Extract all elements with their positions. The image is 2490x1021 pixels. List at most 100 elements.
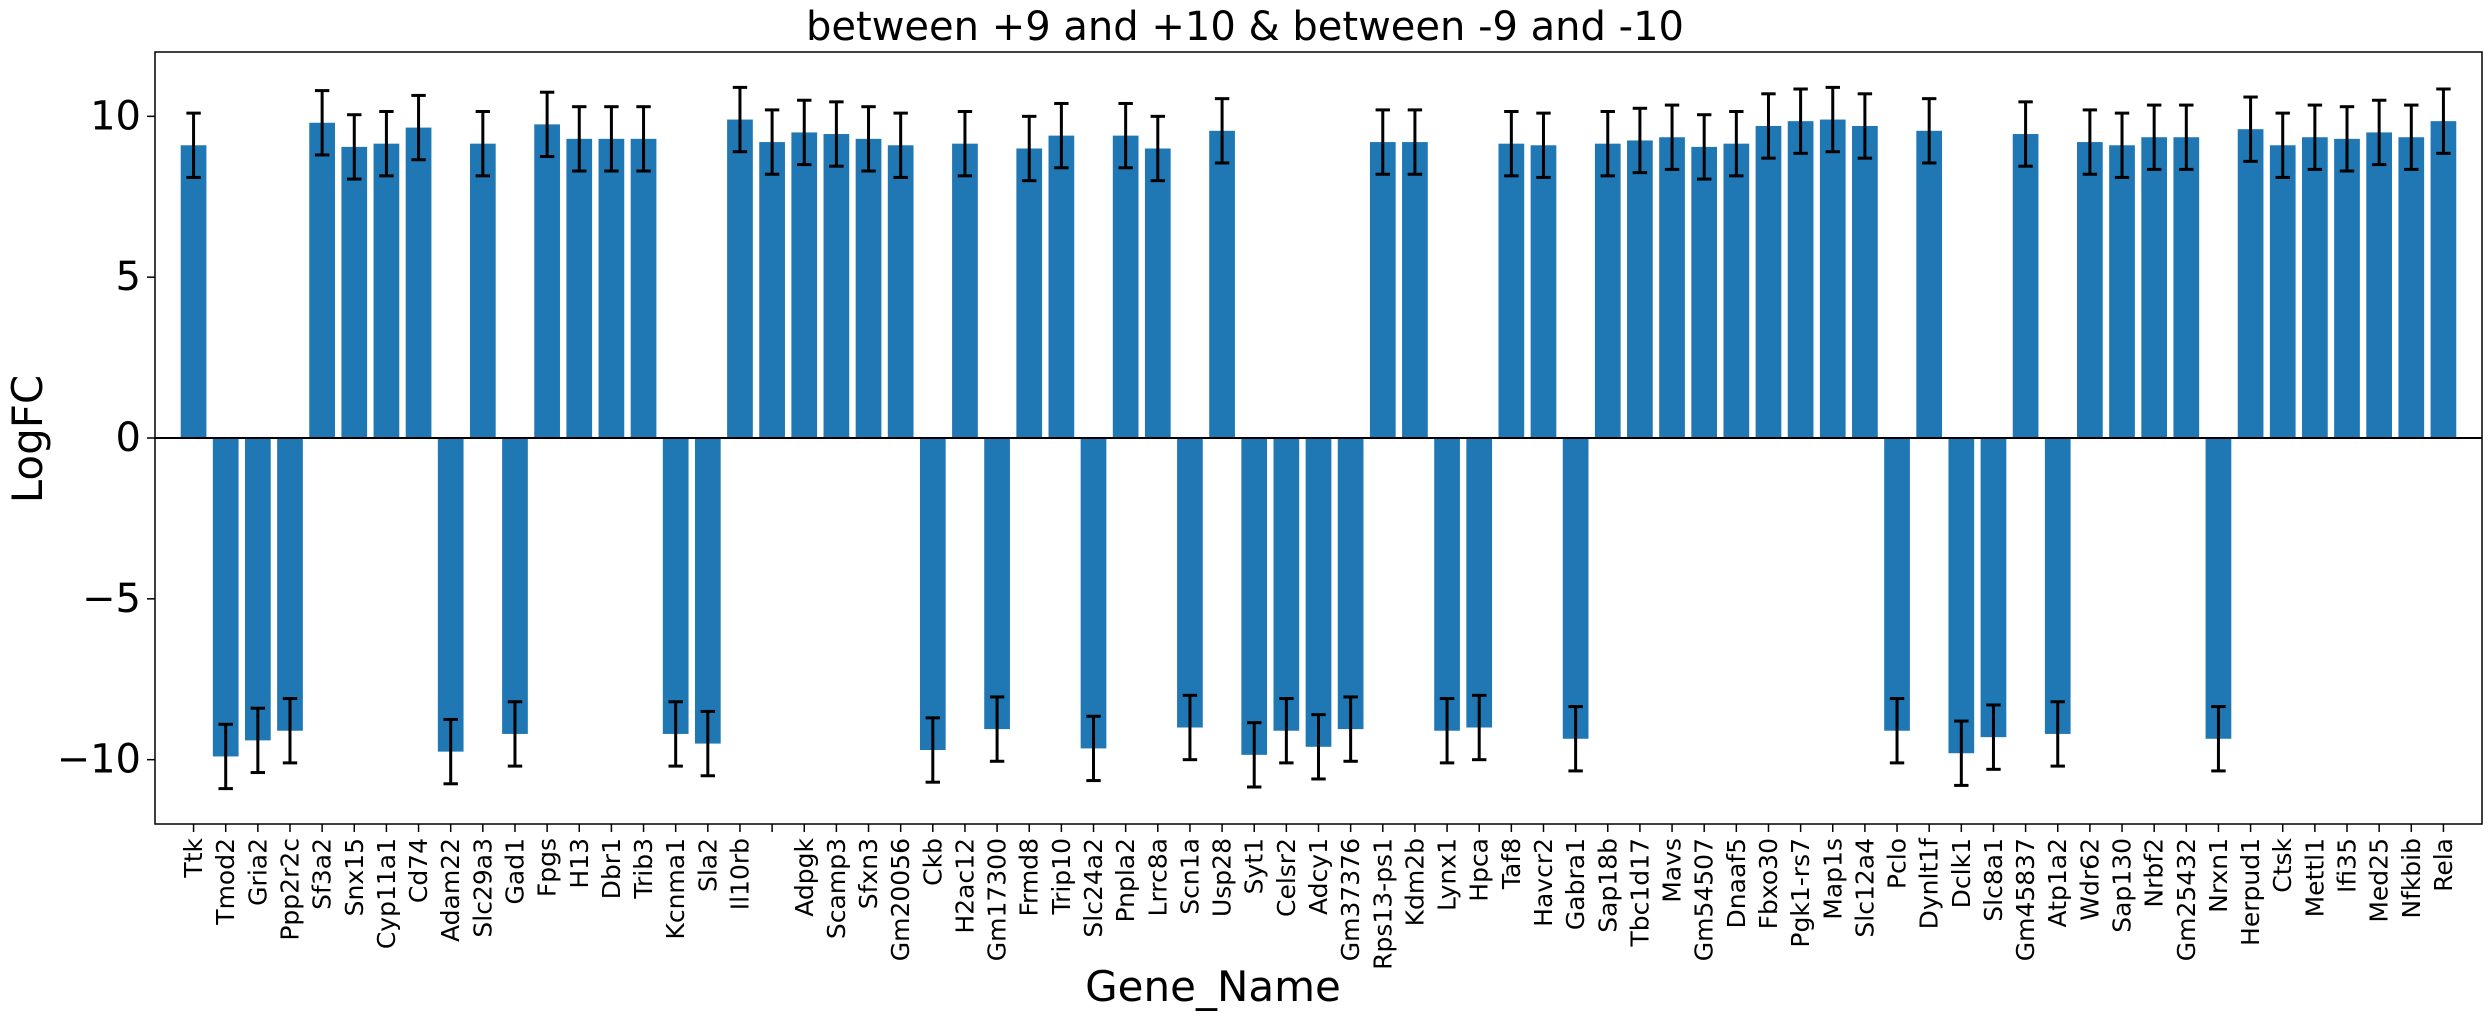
x-tick-label: Sla2 <box>693 838 722 892</box>
bar <box>919 438 946 751</box>
bar <box>2269 145 2296 438</box>
x-tick-label: Kcnma1 <box>661 838 690 940</box>
x-tick-label: Gabra1 <box>1561 838 1590 930</box>
bar <box>2302 137 2328 439</box>
x-tick-label: Syt1 <box>1240 838 1269 894</box>
bar <box>855 138 882 438</box>
x-tick-label: Rps13-ps1 <box>1368 838 1397 970</box>
x-tick-label: Ctsk <box>2268 837 2297 892</box>
x-tick-label: Gm25432 <box>2172 838 2201 961</box>
bar <box>1337 438 1364 730</box>
x-tick-label: Mettl1 <box>2300 838 2329 917</box>
x-tick-label: Il10rb <box>725 838 754 910</box>
x-axis-label: Gene_Name <box>1085 962 1341 1011</box>
x-tick-label: Dynlt1f <box>1915 837 1944 930</box>
bar <box>694 438 721 744</box>
bar <box>2430 121 2457 438</box>
bar <box>1080 438 1107 749</box>
x-tick-label: Gm37376 <box>1336 838 1365 961</box>
x-tick-label: Tbc1d17 <box>1625 838 1654 947</box>
bar <box>566 138 593 438</box>
bar <box>1016 148 1043 438</box>
x-tick-label: Gm20056 <box>886 838 915 961</box>
x-tick-label: Trib3 <box>629 838 658 900</box>
bar <box>952 143 978 439</box>
x-tick-label: Scn1a <box>1175 838 1204 915</box>
bar <box>502 438 528 734</box>
bar <box>341 146 368 438</box>
x-tick-label: Adpgk <box>790 837 819 916</box>
bar <box>1723 143 1750 439</box>
x-tick-label: Fpgs <box>533 838 562 897</box>
x-tick-label: Slc29a3 <box>468 838 497 938</box>
chart-title: between +9 and +10 & between -9 and -10 <box>806 4 1684 50</box>
x-tick-label: Herpud1 <box>2236 838 2265 946</box>
bar <box>1530 145 1557 438</box>
bar <box>1241 438 1268 755</box>
x-tick-label: Nrbf2 <box>2140 838 2169 908</box>
plot-area: Ttk Tmod2 Gria2 Ppp2r2c Sf3a2 Snx15 Cyp11a1 Cd7… <box>57 51 2483 970</box>
y-tick-label: 10 <box>90 93 141 139</box>
x-tick-label: Tmod2 <box>211 838 240 926</box>
x-tick-label: Usp28 <box>1208 838 1237 917</box>
bar <box>662 438 689 734</box>
bar <box>887 145 914 438</box>
x-tick-label: Frmd8 <box>1015 838 1044 917</box>
bar <box>823 134 850 438</box>
y-tick-label: 5 <box>116 254 141 300</box>
bar <box>1466 438 1493 728</box>
y-axis-label: LogFC <box>3 375 52 504</box>
y-tick-label: 0 <box>116 415 141 461</box>
bar <box>630 138 657 438</box>
x-tick-label: Slc12a4 <box>1850 838 1879 938</box>
bar <box>1048 135 1075 438</box>
bar <box>2173 137 2200 439</box>
bar <box>534 124 560 439</box>
x-tick-label: Gria2 <box>243 838 272 906</box>
bar <box>180 145 207 438</box>
x-tick-label: Atp1a2 <box>2043 838 2072 927</box>
x-tick-label: Nfkbib <box>2397 838 2426 919</box>
bar <box>1434 438 1460 731</box>
x-tick-label: Dnaaf5 <box>1722 838 1751 928</box>
x-tick-label: Celsr2 <box>1272 838 1301 917</box>
bar <box>1852 125 1878 438</box>
bar <box>1948 438 1975 754</box>
bar <box>1498 143 1525 439</box>
x-tick-label: Gad1 <box>500 838 529 904</box>
bar <box>1305 438 1332 747</box>
bar <box>373 143 400 439</box>
x-tick-label: Wdr62 <box>2075 838 2104 921</box>
bar <box>1273 438 1300 731</box>
x-tick-label: Taf8 <box>1497 838 1526 890</box>
bar <box>405 127 432 438</box>
bar <box>1402 142 1428 438</box>
x-tick-label: Ckb <box>918 838 947 886</box>
bar <box>1980 438 2007 738</box>
bar <box>2109 145 2135 438</box>
x-tick-label: Dclk1 <box>1947 838 1976 908</box>
x-tick-label: Scamp3 <box>822 838 851 939</box>
x-tick-label: Nrxn1 <box>2204 838 2233 913</box>
x-tick-label: Cd74 <box>404 838 433 903</box>
y-tick-label: −5 <box>82 576 141 622</box>
x-tick-label: Snx15 <box>340 838 369 916</box>
bar <box>2012 134 2039 438</box>
bar <box>1691 146 1718 438</box>
x-tick-label: Sap130 <box>2108 838 2137 933</box>
bar <box>2044 438 2071 734</box>
bar <box>1755 125 1782 438</box>
bar <box>469 143 496 439</box>
x-tick-label: Dbr1 <box>597 838 626 899</box>
x-tick-label: Slc8a1 <box>1979 838 2008 922</box>
x-tick-label: Ppp2r2c <box>275 838 304 941</box>
x-tick-label: Sf3a2 <box>308 838 337 910</box>
x-tick-label: Gm17300 <box>983 838 1012 961</box>
x-tick-label: Adcy1 <box>1304 838 1333 915</box>
bar <box>437 438 464 752</box>
plot-frame <box>154 51 2483 825</box>
x-tick-label: Gm54507 <box>1690 838 1719 961</box>
x-tick-label: Sap18b <box>1593 838 1622 933</box>
x-tick-label: Med25 <box>2365 838 2394 923</box>
